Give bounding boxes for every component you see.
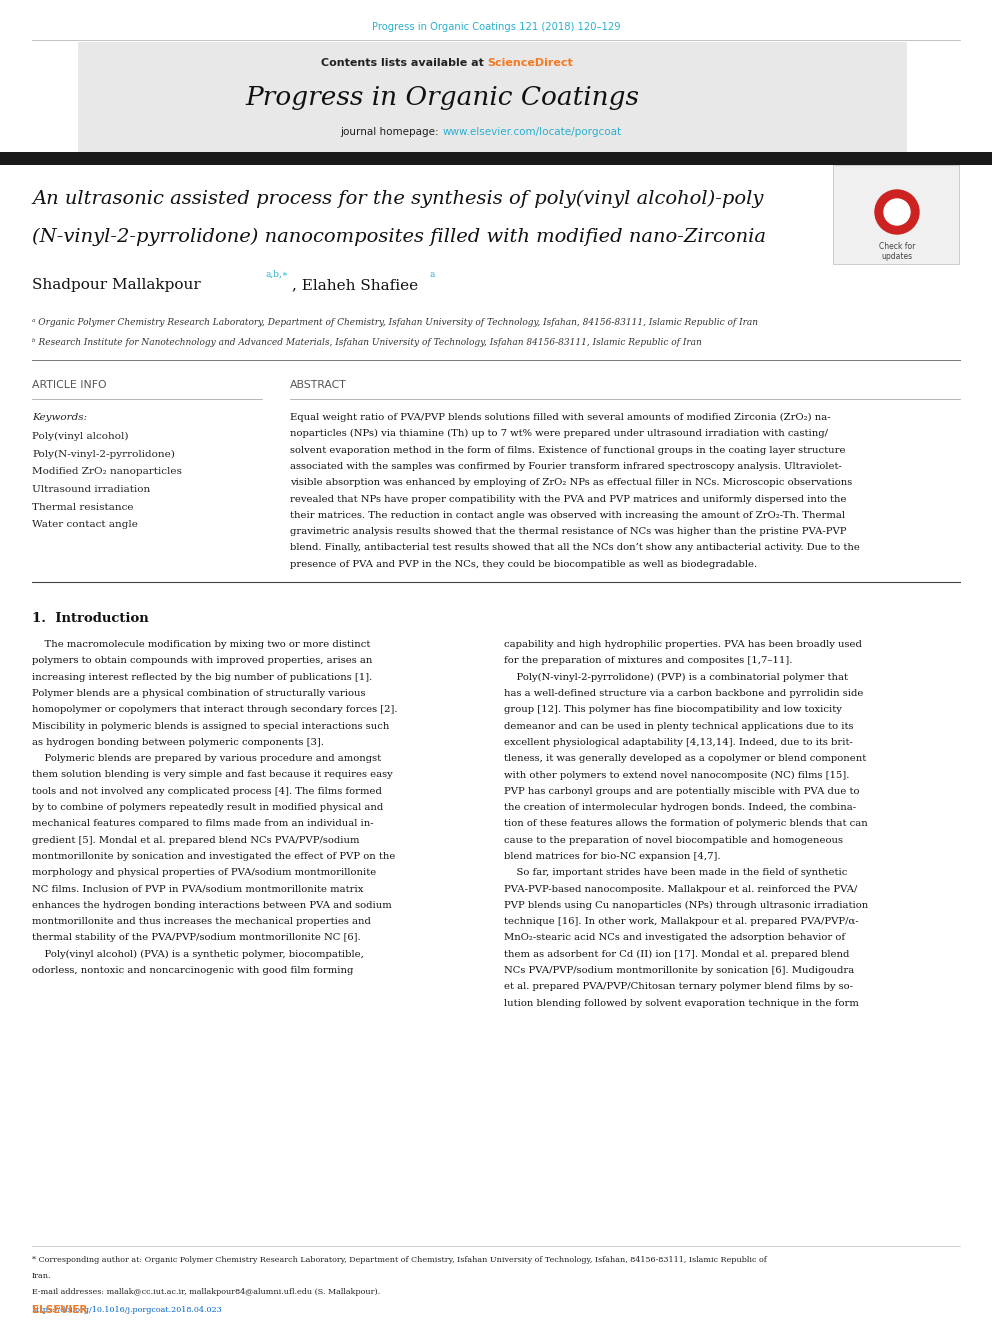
Text: solvent evaporation method in the form of films. Existence of functional groups : solvent evaporation method in the form o… <box>290 446 845 455</box>
Text: Modified ZrO₂ nanoparticles: Modified ZrO₂ nanoparticles <box>32 467 182 476</box>
Text: , Elaheh Shafiee: , Elaheh Shafiee <box>292 278 418 292</box>
Text: demeanor and can be used in plenty technical applications due to its: demeanor and can be used in plenty techn… <box>504 721 853 730</box>
Text: Shadpour Mallakpour: Shadpour Mallakpour <box>32 278 200 292</box>
Text: Polymer blends are a physical combination of structurally various: Polymer blends are a physical combinatio… <box>32 689 365 699</box>
Text: montmorillonite by sonication and investigated the effect of PVP on the: montmorillonite by sonication and invest… <box>32 852 396 861</box>
Text: homopolymer or copolymers that interact through secondary forces [2].: homopolymer or copolymers that interact … <box>32 705 398 714</box>
Text: Polymeric blends are prepared by various procedure and amongst: Polymeric blends are prepared by various… <box>32 754 381 763</box>
Text: the creation of intermolecular hydrogen bonds. Indeed, the combina-: the creation of intermolecular hydrogen … <box>504 803 856 812</box>
Text: technique [16]. In other work, Mallakpour et al. prepared PVA/PVP/α-: technique [16]. In other work, Mallakpou… <box>504 917 859 926</box>
Text: www.elsevier.com/locate/porgcoat: www.elsevier.com/locate/porgcoat <box>442 127 622 138</box>
FancyBboxPatch shape <box>833 165 959 265</box>
Text: group [12]. This polymer has fine biocompatibility and low toxicity: group [12]. This polymer has fine biocom… <box>504 705 842 714</box>
Text: for the preparation of mixtures and composites [1,7–11].: for the preparation of mixtures and comp… <box>504 656 793 665</box>
Text: polymers to obtain compounds with improved properties, arises an: polymers to obtain compounds with improv… <box>32 656 372 665</box>
Text: Ultrasound irradiation: Ultrasound irradiation <box>32 486 150 493</box>
Text: Contents lists available at: Contents lists available at <box>320 58 487 67</box>
Text: Progress in Organic Coatings 121 (2018) 120–129: Progress in Organic Coatings 121 (2018) … <box>372 22 620 32</box>
Text: Poly(N-vinyl-2-pyrrolidone) (PVP) is a combinatorial polymer that: Poly(N-vinyl-2-pyrrolidone) (PVP) is a c… <box>504 672 848 681</box>
Text: So far, important strides have been made in the field of synthetic: So far, important strides have been made… <box>504 868 847 877</box>
Text: a: a <box>429 270 434 279</box>
Text: by to combine of polymers repeatedly result in modified physical and: by to combine of polymers repeatedly res… <box>32 803 383 812</box>
Text: tleness, it was generally developed as a copolymer or blend component: tleness, it was generally developed as a… <box>504 754 866 763</box>
Text: 1.  Introduction: 1. Introduction <box>32 613 149 624</box>
Text: thermal stability of the PVA/PVP/sodium montmorillonite NC [6].: thermal stability of the PVA/PVP/sodium … <box>32 934 361 942</box>
Text: Equal weight ratio of PVA/PVP blends solutions filled with several amounts of mo: Equal weight ratio of PVA/PVP blends sol… <box>290 413 830 422</box>
Text: has a well-defined structure via a carbon backbone and pyrrolidin side: has a well-defined structure via a carbo… <box>504 689 863 699</box>
Text: them solution blending is very simple and fast because it requires easy: them solution blending is very simple an… <box>32 770 393 779</box>
Text: tion of these features allows the formation of polymeric blends that can: tion of these features allows the format… <box>504 819 868 828</box>
Text: them as adsorbent for Cd (II) ion [17]. Mondal et al. prepared blend: them as adsorbent for Cd (II) ion [17]. … <box>504 950 849 959</box>
Text: montmorillonite and thus increases the mechanical properties and: montmorillonite and thus increases the m… <box>32 917 371 926</box>
Text: https://doi.org/10.1016/j.porgcoat.2018.04.023: https://doi.org/10.1016/j.porgcoat.2018.… <box>32 1306 223 1314</box>
Text: gravimetric analysis results showed that the thermal resistance of NCs was highe: gravimetric analysis results showed that… <box>290 527 846 536</box>
Text: tools and not involved any complicated process [4]. The films formed: tools and not involved any complicated p… <box>32 787 382 795</box>
Text: lution blending followed by solvent evaporation technique in the form: lution blending followed by solvent evap… <box>504 999 859 1008</box>
Text: NC films. Inclusion of PVP in PVA/sodium montmorillonite matrix: NC films. Inclusion of PVP in PVA/sodium… <box>32 885 363 893</box>
Text: increasing interest reflected by the big number of publications [1].: increasing interest reflected by the big… <box>32 672 372 681</box>
Text: a,b,∗: a,b,∗ <box>265 270 288 279</box>
Text: capability and high hydrophilic properties. PVA has been broadly used: capability and high hydrophilic properti… <box>504 640 862 650</box>
Bar <box>78 42 907 152</box>
Text: Poly(N-vinyl-2-pyrrolidone): Poly(N-vinyl-2-pyrrolidone) <box>32 450 175 459</box>
Text: PVP blends using Cu nanoparticles (NPs) through ultrasonic irradiation: PVP blends using Cu nanoparticles (NPs) … <box>504 901 868 910</box>
Text: associated with the samples was confirmed by Fourier transform infrared spectros: associated with the samples was confirme… <box>290 462 842 471</box>
Text: PVA-PVP-based nanocomposite. Mallakpour et al. reinforced the PVA/: PVA-PVP-based nanocomposite. Mallakpour … <box>504 885 857 893</box>
Circle shape <box>875 191 919 234</box>
Text: morphology and physical properties of PVA/sodium montmorillonite: morphology and physical properties of PV… <box>32 868 376 877</box>
Text: presence of PVA and PVP in the NCs, they could be biocompatible as well as biode: presence of PVA and PVP in the NCs, they… <box>290 560 757 569</box>
Circle shape <box>884 198 910 225</box>
Text: Poly(vinyl alcohol): Poly(vinyl alcohol) <box>32 433 129 441</box>
Text: et al. prepared PVA/PVP/Chitosan ternary polymer blend films by so-: et al. prepared PVA/PVP/Chitosan ternary… <box>504 982 853 991</box>
Text: ScienceDirect: ScienceDirect <box>487 58 573 67</box>
Text: Check for
updates: Check for updates <box>879 242 916 262</box>
Text: ABSTRACT: ABSTRACT <box>290 380 347 390</box>
Text: ARTICLE INFO: ARTICLE INFO <box>32 380 106 390</box>
Text: mechanical features compared to films made from an individual in-: mechanical features compared to films ma… <box>32 819 374 828</box>
Text: Iran.: Iran. <box>32 1271 52 1279</box>
Text: journal homepage:: journal homepage: <box>340 127 442 138</box>
Text: (N-vinyl-2-pyrrolidone) nanocomposites filled with modified nano-Zirconia: (N-vinyl-2-pyrrolidone) nanocomposites f… <box>32 228 766 246</box>
Bar <box>0 152 992 165</box>
Text: with other polymers to extend novel nanocomposite (NC) films [15].: with other polymers to extend novel nano… <box>504 770 849 779</box>
Text: blend. Finally, antibacterial test results showed that all the NCs don’t show an: blend. Finally, antibacterial test resul… <box>290 544 860 553</box>
Text: E-mail addresses: mallak@cc.iut.ac.ir, mallakpour84@alumni.ufl.edu (S. Mallakpou: E-mail addresses: mallak@cc.iut.ac.ir, m… <box>32 1289 380 1297</box>
Text: excellent physiological adaptability [4,13,14]. Indeed, due to its brit-: excellent physiological adaptability [4,… <box>504 738 853 746</box>
Text: An ultrasonic assisted process for the synthesis of poly(vinyl alcohol)-poly: An ultrasonic assisted process for the s… <box>32 191 764 208</box>
Text: odorless, nontoxic and noncarcinogenic with good film forming: odorless, nontoxic and noncarcinogenic w… <box>32 966 353 975</box>
Text: The macromolecule modification by mixing two or more distinct: The macromolecule modification by mixing… <box>32 640 370 650</box>
Text: as hydrogen bonding between polymeric components [3].: as hydrogen bonding between polymeric co… <box>32 738 323 746</box>
Text: enhances the hydrogen bonding interactions between PVA and sodium: enhances the hydrogen bonding interactio… <box>32 901 392 910</box>
Text: Progress in Organic Coatings: Progress in Organic Coatings <box>245 85 640 110</box>
Text: gredient [5]. Mondal et al. prepared blend NCs PVA/PVP/sodium: gredient [5]. Mondal et al. prepared ble… <box>32 836 359 844</box>
Text: visible absorption was enhanced by employing of ZrO₂ NPs as effectual filler in : visible absorption was enhanced by emplo… <box>290 478 852 487</box>
Text: ᵃ Organic Polymer Chemistry Research Laboratory, Department of Chemistry, Isfaha: ᵃ Organic Polymer Chemistry Research Lab… <box>32 318 758 327</box>
Text: their matrices. The reduction in contact angle was observed with increasing the : their matrices. The reduction in contact… <box>290 511 845 520</box>
Text: * Corresponding author at: Organic Polymer Chemistry Research Laboratory, Depart: * Corresponding author at: Organic Polym… <box>32 1256 767 1263</box>
Text: Miscibility in polymeric blends is assigned to special interactions such: Miscibility in polymeric blends is assig… <box>32 721 390 730</box>
Text: Water contact angle: Water contact angle <box>32 520 138 529</box>
Text: Keywords:: Keywords: <box>32 413 87 422</box>
Text: revealed that NPs have proper compatibility with the PVA and PVP matrices and un: revealed that NPs have proper compatibil… <box>290 495 846 504</box>
Text: Poly(vinyl alcohol) (PVA) is a synthetic polymer, biocompatible,: Poly(vinyl alcohol) (PVA) is a synthetic… <box>32 950 364 959</box>
Text: noparticles (NPs) via thiamine (Th) up to 7 wt% were prepared under ultrasound i: noparticles (NPs) via thiamine (Th) up t… <box>290 429 828 438</box>
Text: ᵇ Research Institute for Nanotechnology and Advanced Materials, Isfahan Universi: ᵇ Research Institute for Nanotechnology … <box>32 337 701 347</box>
Text: ELSEVIER: ELSEVIER <box>32 1304 87 1315</box>
Text: cause to the preparation of novel biocompatible and homogeneous: cause to the preparation of novel biocom… <box>504 836 843 844</box>
Text: blend matrices for bio-NC expansion [4,7].: blend matrices for bio-NC expansion [4,7… <box>504 852 720 861</box>
Text: PVP has carbonyl groups and are potentially miscible with PVA due to: PVP has carbonyl groups and are potentia… <box>504 787 859 795</box>
Text: Thermal resistance: Thermal resistance <box>32 503 134 512</box>
Text: MnO₂-stearic acid NCs and investigated the adsorption behavior of: MnO₂-stearic acid NCs and investigated t… <box>504 934 845 942</box>
Text: NCs PVA/PVP/sodium montmorillonite by sonication [6]. Mudigoudra: NCs PVA/PVP/sodium montmorillonite by so… <box>504 966 854 975</box>
